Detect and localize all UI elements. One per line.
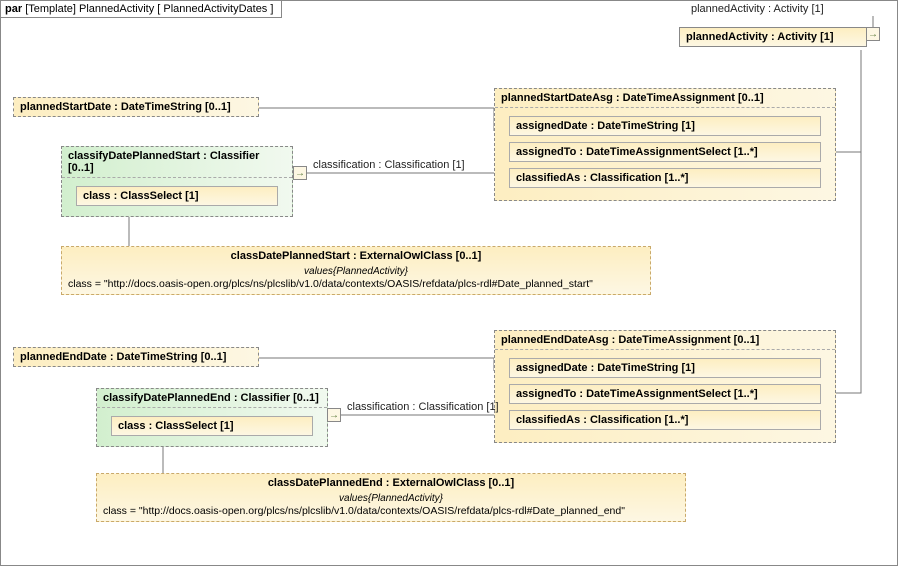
planned-end-date-asg-header: plannedEndDateAsg : DateTimeAssignment [… (495, 331, 835, 350)
cdpe-values-title: classDatePlannedEnd : ExternalOwlClass [… (97, 474, 685, 492)
peda-assigned-to: assignedTo : DateTimeAssignmentSelect [1… (509, 384, 821, 404)
planned-activity-port: → (866, 27, 880, 41)
cdps-inner: class : ClassSelect [1] (76, 186, 278, 206)
classify-date-planned-end-box: classifyDatePlannedEnd : Classifier [0..… (96, 388, 328, 447)
planned-end-date-box: plannedEndDate : DateTimeString [0..1] (13, 347, 259, 367)
planned-end-date-header: plannedEndDate : DateTimeString [0..1] (14, 348, 258, 366)
planned-start-date-asg-header: plannedStartDateAsg : DateTimeAssignment… (495, 89, 835, 108)
cdpe-inner: class : ClassSelect [1] (111, 416, 313, 436)
cdpe-port: → (327, 408, 341, 422)
psda-assigned-date: assignedDate : DateTimeString [1] (509, 116, 821, 136)
peda-classified-as: classifiedAs : Classification [1..*] (509, 410, 821, 430)
classification-label-1: classification : Classification [1] (313, 159, 465, 171)
class-date-planned-start-box: classDatePlannedStart : ExternalOwlClass… (61, 246, 651, 295)
class-date-planned-end-box: classDatePlannedEnd : ExternalOwlClass [… (96, 473, 686, 522)
psda-classified-as: classifiedAs : Classification [1..*] (509, 168, 821, 188)
cdps-port: → (293, 166, 307, 180)
top-label: plannedActivity : Activity [1] (691, 3, 824, 15)
frame-keyword: par (5, 3, 22, 15)
frame-context: [Template] PlannedActivity [ PlannedActi… (25, 3, 273, 15)
cdpe-values-body: class = "http://docs.oasis-open.org/plcs… (97, 504, 685, 521)
diagram-canvas: par [Template] PlannedActivity [ Planned… (0, 0, 898, 566)
planned-start-date-header: plannedStartDate : DateTimeString [0..1] (14, 98, 258, 116)
planned-start-date-asg-box: plannedStartDateAsg : DateTimeAssignment… (494, 88, 836, 201)
planned-activity-header: plannedActivity : Activity [1] (680, 28, 866, 46)
peda-assigned-date: assignedDate : DateTimeString [1] (509, 358, 821, 378)
cdpe-header: classifyDatePlannedEnd : Classifier [0..… (97, 389, 327, 408)
classification-label-2: classification : Classification [1] (347, 401, 499, 413)
classify-date-planned-start-box: classifyDatePlannedStart : Classifier [0… (61, 146, 293, 217)
cdpe-values-sub: values{PlannedActivity} (97, 492, 685, 504)
cdps-values-body: class = "http://docs.oasis-open.org/plcs… (62, 277, 650, 294)
cdps-values-title: classDatePlannedStart : ExternalOwlClass… (62, 247, 650, 265)
planned-start-date-box: plannedStartDate : DateTimeString [0..1] (13, 97, 259, 117)
planned-activity-box: plannedActivity : Activity [1] (679, 27, 867, 47)
cdps-header: classifyDatePlannedStart : Classifier [0… (62, 147, 292, 178)
psda-assigned-to: assignedTo : DateTimeAssignmentSelect [1… (509, 142, 821, 162)
planned-end-date-asg-box: plannedEndDateAsg : DateTimeAssignment [… (494, 330, 836, 443)
cdps-values-sub: values{PlannedActivity} (62, 265, 650, 277)
frame-tab: par [Template] PlannedActivity [ Planned… (1, 1, 282, 18)
